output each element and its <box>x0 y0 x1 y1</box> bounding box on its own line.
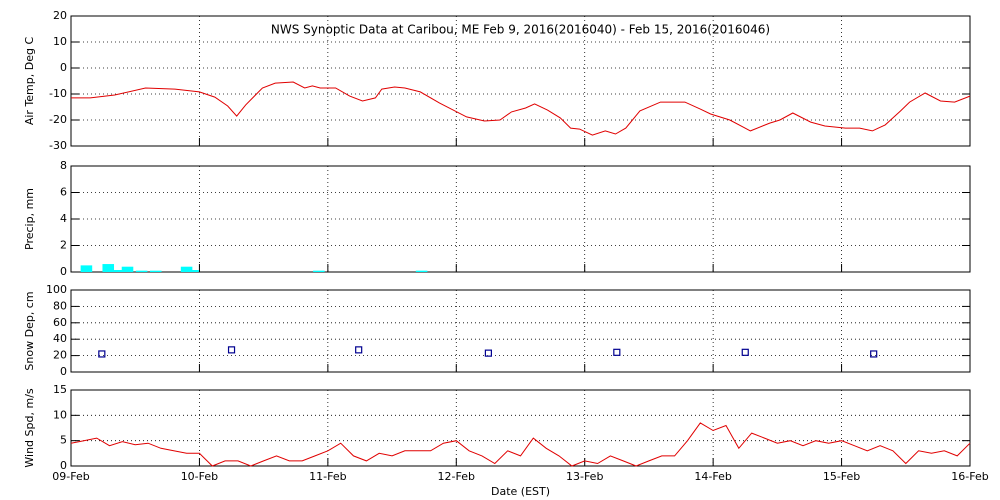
plot-frame <box>70 389 971 467</box>
y-tick-label: 15 <box>53 383 67 396</box>
x-tick-label: 09-Feb <box>52 470 89 483</box>
x-tick-label: 10-Feb <box>181 470 218 483</box>
x-axis-label: Date (EST) <box>491 485 550 498</box>
y-tick-label: 0 <box>60 459 67 472</box>
y-tick-label: -10 <box>49 87 67 100</box>
y-tick-label: 10 <box>53 408 67 421</box>
x-tick-label: 14-Feb <box>694 470 731 483</box>
y-tick-label: 20 <box>53 349 67 362</box>
bar <box>135 270 148 272</box>
y-tick-label: 2 <box>60 239 67 252</box>
bar <box>80 265 93 272</box>
y-tick-label: 0 <box>60 365 67 378</box>
x-tick-label: 12-Feb <box>438 470 475 483</box>
y-tick-label: 0 <box>60 61 67 74</box>
y-tick-label: 20 <box>53 9 67 22</box>
y-tick-label: 5 <box>60 434 67 447</box>
data-line <box>70 422 971 467</box>
x-tick-label: 11-Feb <box>309 470 346 483</box>
y-axis-label: Wind Spd, m/s <box>23 388 36 468</box>
point <box>484 349 492 357</box>
point <box>741 348 749 356</box>
x-tick-label: 15-Feb <box>823 470 860 483</box>
x-tick-label: 16-Feb <box>951 470 988 483</box>
y-tick-label: 8 <box>60 159 67 172</box>
y-tick-label: 0 <box>60 265 67 278</box>
bar <box>415 270 428 272</box>
bar <box>313 270 325 272</box>
y-tick-label: 6 <box>60 186 67 199</box>
y-axis-label: Air Temp, Deg C <box>23 37 36 126</box>
chart-title: NWS Synoptic Data at Caribou, ME Feb 9, … <box>271 23 770 37</box>
plot-frame <box>70 289 971 373</box>
y-tick-label: 40 <box>53 332 67 345</box>
bar <box>180 266 193 272</box>
data-line <box>71 81 971 136</box>
y-axis-label: Snow Dep, cm <box>23 291 36 370</box>
bar <box>102 264 115 272</box>
y-tick-label: 60 <box>53 316 67 329</box>
y-tick-label: 10 <box>53 35 67 48</box>
y-tick-label: 80 <box>53 299 67 312</box>
y-tick-label: 4 <box>60 212 67 225</box>
bar <box>114 270 126 272</box>
y-tick-label: -30 <box>49 139 67 152</box>
bar <box>121 266 134 272</box>
y-tick-label: 100 <box>46 283 67 296</box>
bar <box>187 270 199 272</box>
point <box>613 348 621 356</box>
point <box>98 350 106 358</box>
plot-frame <box>70 15 971 147</box>
point <box>870 350 878 358</box>
point <box>227 346 236 354</box>
y-tick-label: -20 <box>49 113 67 126</box>
bar <box>149 270 162 272</box>
point <box>355 346 363 354</box>
y-axis-label: Precip, mm <box>23 188 36 250</box>
x-tick-label: 13-Feb <box>566 470 603 483</box>
